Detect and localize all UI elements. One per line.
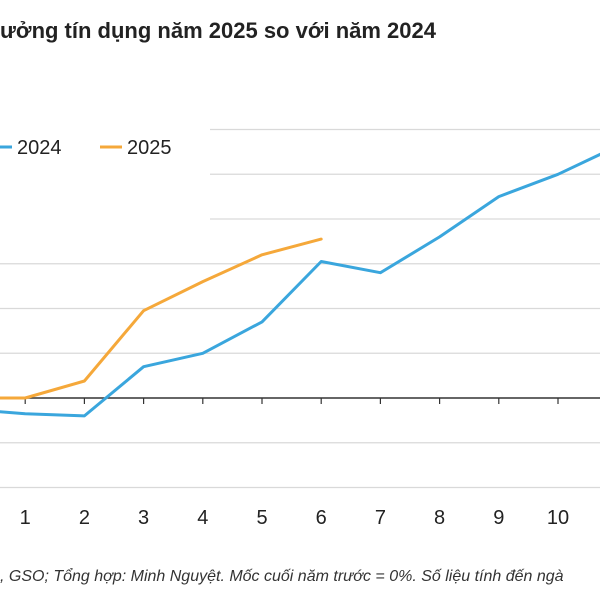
x-tick-label: 2 xyxy=(79,507,90,529)
x-tick-labels: 1 2 3 4 5 6 7 8 9 10 xyxy=(20,398,569,529)
x-tick-label: 1 xyxy=(20,507,31,529)
x-tick-label: 6 xyxy=(316,507,327,529)
series-line-2025 xyxy=(0,237,323,400)
source-note: , GSO; Tổng hợp: Minh Nguyệt. Mốc cuối n… xyxy=(0,568,564,585)
x-tick-label: 7 xyxy=(375,507,386,529)
series-line-2024 xyxy=(0,152,600,418)
x-tick-label: 3 xyxy=(138,507,149,529)
legend-label-2024: 2024 xyxy=(17,137,62,159)
x-tick-label: 9 xyxy=(493,507,504,529)
series-lines xyxy=(0,152,600,418)
chart-title: ưởng tín dụng năm 2025 so với năm 2024 xyxy=(0,18,436,43)
legend-label-2025: 2025 xyxy=(127,137,172,159)
x-tick-label: 8 xyxy=(434,507,445,529)
x-tick-label: 4 xyxy=(197,507,208,529)
grid-lines xyxy=(0,128,600,489)
legend: 2024 2025 xyxy=(0,137,172,159)
x-tick-label: 5 xyxy=(256,507,267,529)
x-tick-label: 10 xyxy=(547,507,569,529)
